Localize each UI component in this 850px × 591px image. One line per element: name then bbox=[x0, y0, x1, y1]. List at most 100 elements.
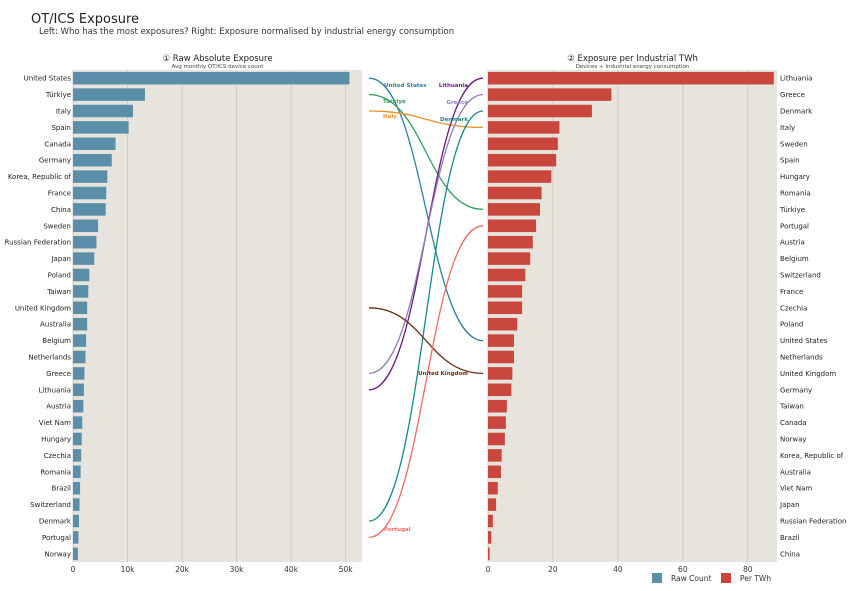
right-bar-switzerland bbox=[488, 268, 526, 282]
left-category-label: Denmark bbox=[39, 518, 72, 526]
left-x-tick-label: 50k bbox=[339, 565, 354, 574]
right-category-label: China bbox=[780, 550, 800, 558]
left-category-label: Türkiye bbox=[45, 91, 71, 99]
left-category-label: Canada bbox=[44, 140, 71, 148]
callout-label-greece: Greece bbox=[446, 100, 468, 106]
left-bar-romania bbox=[73, 465, 81, 479]
left-x-tick-label: 20k bbox=[175, 565, 190, 574]
right-category-label: Australia bbox=[780, 468, 811, 476]
right-panel-title: ② Exposure per Industrial TWh bbox=[567, 54, 698, 64]
right-bar-poland bbox=[488, 317, 518, 331]
right-category-label: Sweden bbox=[780, 140, 808, 148]
chart-title: OT/ICS Exposure bbox=[31, 12, 139, 27]
right-category-label: Switzerland bbox=[780, 272, 821, 280]
left-x-tick-label: 0 bbox=[71, 565, 76, 574]
left-category-label: Spain bbox=[51, 124, 71, 132]
left-bar-sweden bbox=[73, 219, 99, 233]
left-category-label: Korea, Republic of bbox=[8, 173, 72, 181]
right-category-label: Taiwan bbox=[779, 403, 804, 411]
right-bar-germany bbox=[488, 383, 512, 397]
left-bar-turkiye bbox=[73, 88, 145, 101]
right-bar-australia bbox=[488, 465, 501, 479]
left-bar-lithuania bbox=[73, 383, 84, 397]
left-category-label: Viet Nam bbox=[39, 419, 71, 427]
right-category-label: Denmark bbox=[780, 108, 813, 116]
right-bar-china bbox=[488, 547, 490, 561]
chart-subtitle: Left: Who has the most exposures? Right:… bbox=[39, 27, 454, 37]
left-category-label: Poland bbox=[48, 272, 71, 280]
left-category-label: Russian Federation bbox=[5, 239, 71, 247]
left-bar-denmark bbox=[73, 514, 79, 528]
right-bar-canada bbox=[488, 416, 506, 429]
left-category-label: Greece bbox=[46, 370, 71, 378]
left-category-label: Norway bbox=[44, 550, 71, 558]
callout-label-denmark: Denmark bbox=[440, 117, 468, 123]
right-category-label: Canada bbox=[780, 419, 807, 427]
callout-label-united-kingdom: United Kingdom bbox=[418, 371, 468, 377]
left-bar-canada bbox=[73, 137, 116, 151]
left-bar-belgium bbox=[73, 334, 87, 347]
right-bar-spain bbox=[488, 153, 557, 167]
right-bars bbox=[488, 71, 774, 561]
right-bar-japan bbox=[488, 498, 497, 511]
left-category-label: Japan bbox=[50, 255, 71, 263]
left-category-label: Taiwan bbox=[46, 288, 71, 296]
left-bar-norway bbox=[73, 547, 78, 561]
right-x-tick-labels: 0 20 40 60 80 bbox=[486, 565, 753, 574]
left-bar-brazil bbox=[73, 481, 81, 495]
right-bar-france bbox=[488, 285, 523, 298]
legend-swatch-raw-count bbox=[652, 573, 662, 583]
right-x-tick-label: 0 bbox=[486, 565, 491, 574]
left-category-label: United Kingdom bbox=[15, 304, 71, 312]
left-bar-spain bbox=[73, 121, 129, 134]
left-category-label: Czechia bbox=[44, 452, 71, 460]
left-category-label: Brazil bbox=[51, 485, 71, 493]
callout-label-portugal: Portugal bbox=[384, 527, 411, 533]
right-category-labels: Lithuania Greece Denmark Italy Sweden Spain Hu… bbox=[779, 75, 846, 559]
connection-line-united-states bbox=[368, 77, 484, 342]
left-bar-china bbox=[73, 203, 106, 216]
connection-line-denmark bbox=[368, 110, 484, 522]
left-x-tick-label: 30k bbox=[230, 565, 245, 574]
right-category-label: Romania bbox=[780, 190, 811, 198]
left-category-label: Italy bbox=[56, 108, 71, 116]
left-category-labels: United States Türkiye Italy Spain Canada Germ… bbox=[5, 75, 72, 559]
left-panel-title: ① Raw Absolute Exposure bbox=[162, 54, 272, 64]
right-category-label: Spain bbox=[780, 157, 800, 165]
right-panel-subtitle: Devices ÷ Industrial energy consumption bbox=[576, 64, 690, 70]
callout-label-italy: Italy bbox=[383, 114, 397, 120]
left-category-label: Netherlands bbox=[28, 354, 71, 362]
legend-swatch-per-twh bbox=[721, 573, 731, 583]
right-panel-background bbox=[488, 70, 777, 562]
right-category-label: Korea, Republic of bbox=[780, 452, 844, 460]
right-bar-korea-republic-of bbox=[488, 449, 502, 462]
right-category-label: Viet Nam bbox=[780, 485, 812, 493]
left-bar-russian-federation bbox=[73, 235, 97, 249]
right-category-label: Türkiye bbox=[779, 206, 805, 214]
left-category-label: Lithuania bbox=[39, 386, 71, 394]
left-category-label: Hungary bbox=[41, 436, 71, 444]
left-category-label: United States bbox=[24, 75, 72, 83]
right-category-label: United States bbox=[780, 337, 828, 345]
right-x-tick-label: 40 bbox=[613, 565, 623, 574]
right-bar-brazil bbox=[488, 531, 492, 544]
connection-line-greece bbox=[368, 93, 484, 375]
right-category-label: Austria bbox=[780, 239, 805, 247]
right-bar-russian-federation bbox=[488, 514, 493, 528]
left-bar-united-states bbox=[73, 71, 350, 85]
right-category-label: Poland bbox=[780, 321, 803, 329]
left-gridlines bbox=[72, 70, 347, 562]
left-bar-czechia bbox=[73, 449, 82, 462]
right-bar-greece bbox=[488, 88, 612, 101]
right-category-label: Hungary bbox=[780, 173, 810, 181]
rank-callout-labels: United States Türkiye Italy Lithuania Greece… bbox=[383, 83, 468, 533]
left-bar-australia bbox=[73, 317, 88, 331]
right-category-label: Belgium bbox=[780, 255, 809, 263]
left-category-label: China bbox=[51, 206, 71, 214]
left-bar-united-kingdom bbox=[73, 301, 88, 315]
left-category-label: France bbox=[48, 190, 71, 198]
left-panel-background bbox=[73, 70, 362, 562]
right-bar-norway bbox=[488, 432, 505, 446]
left-category-label: Romania bbox=[40, 468, 71, 476]
